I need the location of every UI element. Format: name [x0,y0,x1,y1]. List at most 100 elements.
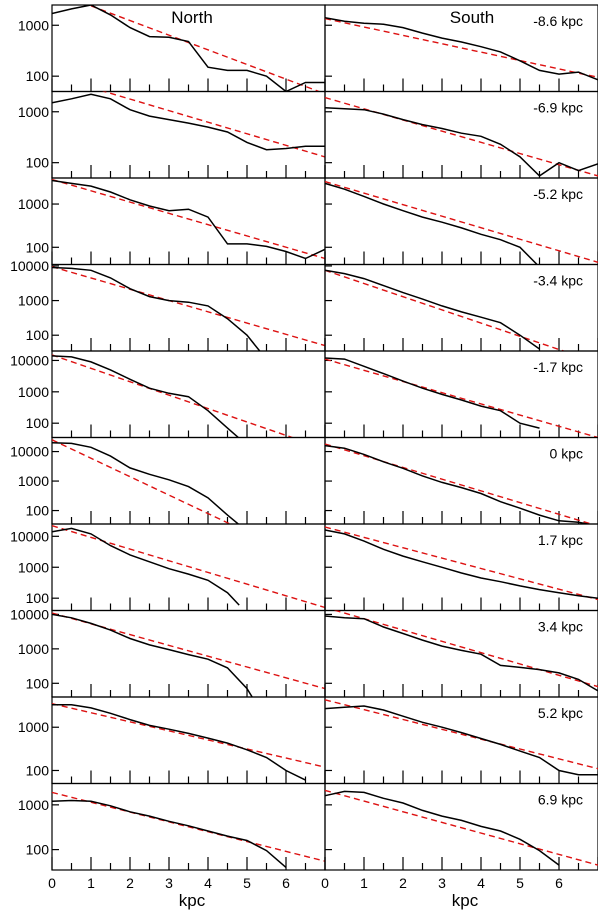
y-tick-label: 100 [26,327,50,343]
y-tick-label: 1000 [18,104,49,120]
fit-line-south [324,180,598,263]
row-7: 100 1000 10000 3.4 kpc [10,606,598,698]
y-tick-label: 100 [26,762,50,778]
x-tick-label-north: 3 [165,875,173,891]
column-title-north: North [171,8,213,27]
fit-line-south [324,96,598,177]
y-tick-label: 10000 [10,606,49,622]
panel-label: -3.4 kpc [533,273,583,289]
y-tick-label: 1000 [18,196,49,212]
x-tick-label-south: 6 [555,875,563,891]
fit-line-north [52,791,326,862]
row-1: 100 1000 -6.9 kpc [18,90,598,179]
x-tick-label-south: 4 [477,875,485,891]
y-tick-label: 100 [26,155,50,171]
panel-frame-north [51,350,326,439]
y-tick-label: 1000 [18,384,49,400]
y-tick-label: 1000 [18,719,49,735]
y-tick-label: 1000 [18,17,49,33]
profile-line-north [52,704,306,781]
y-tick-label: 10000 [10,352,49,368]
x-tick-label-north: 2 [126,875,134,891]
y-tick-label: 10000 [10,528,49,544]
fit-line-north [52,354,295,438]
y-tick-label: 100 [26,239,50,255]
profile-line-south [324,790,560,866]
panel-label: 1.7 kpc [538,532,583,548]
x-tick-label-south: 1 [360,875,368,891]
profile-line-north [52,527,240,606]
x-tick-label-north: 5 [243,875,251,891]
y-tick-label: 100 [26,503,50,519]
x-tick-label-north: 0 [48,875,56,891]
panel-label: 6.9 kpc [538,792,583,808]
y-tick-label: 1000 [18,473,49,489]
profile-line-north [52,93,325,151]
panel-label: 3.4 kpc [538,619,583,635]
panel-label: 0 kpc [550,446,583,462]
y-tick-label: 100 [26,415,50,431]
row-6: 100 1000 10000 1.7 kpc [10,523,598,612]
fit-line-north [52,178,326,260]
profile-line-south [324,705,598,776]
panel-frame-north [51,90,326,179]
profile-line-north [52,355,240,438]
y-tick-label: 1000 [18,559,49,575]
panel-frame-north [51,696,326,785]
fit-line-north [52,612,326,690]
y-tick-label: 100 [26,590,50,606]
panel-label: 5.2 kpc [538,705,583,721]
x-tick-label-north: 6 [282,875,290,891]
profile-line-north [52,613,254,697]
fit-line-south [333,610,598,688]
profile-line-south [324,182,539,265]
fit-line-south [324,699,598,770]
row-8: 100 1000 5.2 kpc [18,696,598,785]
profile-line-north [52,799,287,868]
x-tick-label-south: 2 [399,875,407,891]
panel-frame-north [51,263,326,352]
y-tick-label: 100 [26,842,50,858]
panel-label: -5.2 kpc [533,186,583,202]
profile-line-south [324,269,540,350]
panels: 100 1000 -8.6 kpc 100 1000 -6.9 kpc 100 1000 -5.… [10,4,598,871]
x-axis-title-north: kpc [179,891,206,910]
y-tick-label: 1000 [18,293,49,309]
panel-frame-north [51,436,326,525]
profile-line-south [324,529,598,599]
column-title-south: South [450,8,494,27]
fit-line-south [324,269,566,351]
x-tick-labels: 0 1 2 3 4 5 6 0 1 2 3 4 5 6 [48,875,563,891]
profile-line-north [52,266,261,351]
row-2: 100 1000 -5.2 kpc [18,177,598,266]
panel-label: -8.6 kpc [533,13,583,29]
profile-line-south [324,17,598,81]
profile-line-north [52,441,240,524]
fit-line-north [90,5,321,92]
x-axis-title-south: kpc [452,891,479,910]
x-tick-label-north: 0 [321,875,329,891]
y-tick-label: 100 [26,68,50,84]
y-tick-label: 1000 [18,641,49,657]
fit-line-south [324,17,598,78]
profile-line-south [324,357,540,429]
fit-line-south [324,789,598,866]
row-4: 100 1000 10000 -1.7 kpc [10,350,598,439]
fit-line-south [324,443,594,524]
y-tick-label: 10000 [10,444,49,460]
y-tick-label: 100 [26,675,50,691]
x-tick-label-north: 4 [204,875,212,891]
panel-label: -1.7 kpc [533,359,583,375]
fit-line-north [52,266,326,347]
y-tick-label: 10000 [10,258,49,274]
profile-line-north [52,179,326,260]
profile-line-south [324,615,598,692]
fit-line-north [52,525,326,609]
fit-line-north [102,91,326,158]
profile-line-south [324,106,598,177]
row-3: 100 1000 10000 -3.4 kpc [10,258,598,352]
row-9: 100 1000 6.9 kpc [18,782,598,871]
y-tick-label: 1000 [18,797,49,813]
x-tick-label-north: 1 [87,875,95,891]
